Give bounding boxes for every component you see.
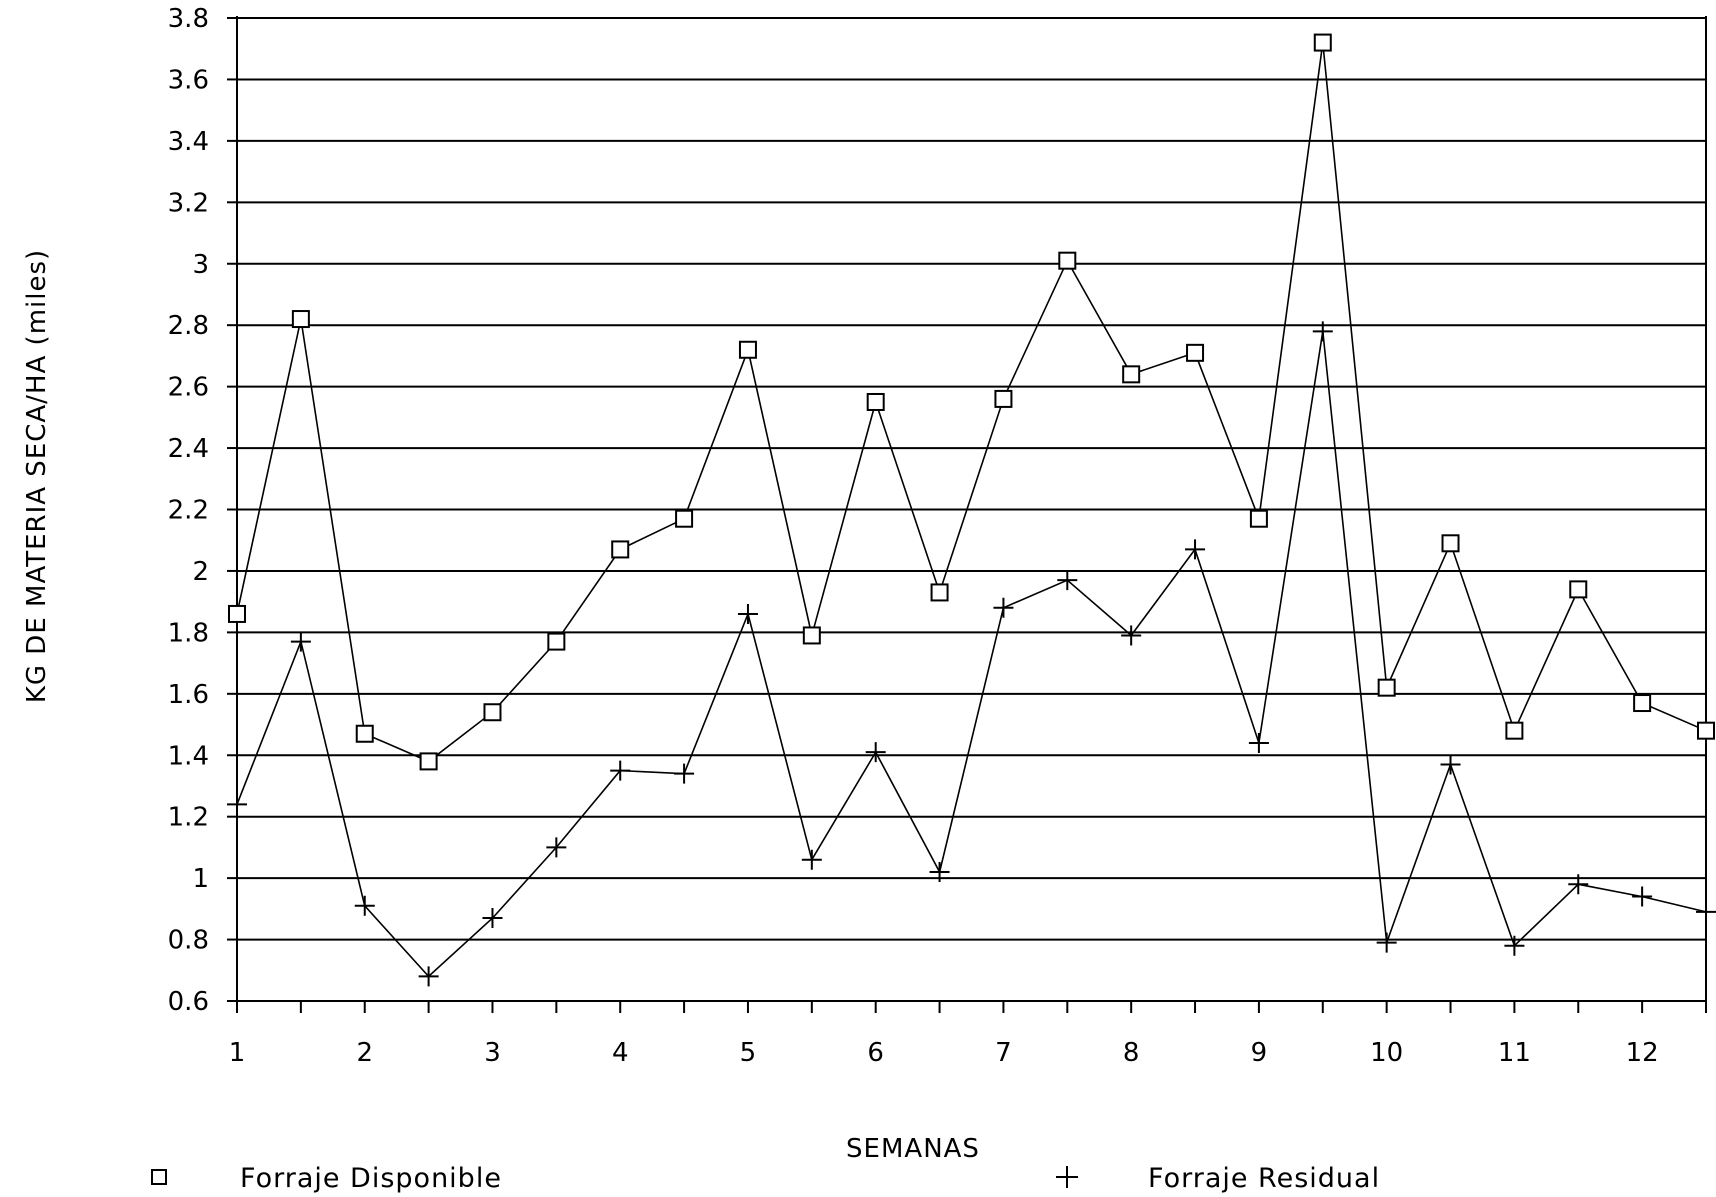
data-point-square xyxy=(1249,509,1268,528)
data-point-plus xyxy=(354,895,375,916)
data-point-plus xyxy=(546,837,567,858)
data-point-plus xyxy=(1568,874,1589,895)
data-point-plus xyxy=(1312,321,1333,342)
y-tick-label: 2.2 xyxy=(168,496,209,526)
x-axis-title: SEMANAS xyxy=(846,1134,980,1164)
legend-label-disponible: Forraje Disponible xyxy=(240,1163,502,1194)
y-tick-label: 1.4 xyxy=(168,741,209,771)
y-tick-label: 2.8 xyxy=(168,311,209,341)
y-tick-label: 1.2 xyxy=(168,803,209,833)
data-point-square xyxy=(1377,678,1396,697)
x-tick-label: 8 xyxy=(1123,1038,1140,1068)
data-point-square xyxy=(675,509,694,528)
series-forraje-disponible xyxy=(228,33,1715,771)
data-point-square xyxy=(611,540,630,559)
tick-labels: 0.6 0.8 1 1.2 1.4 1.6 1.8 2 2.2 2.4 2.6 2.8 3 3.2 3.4 3… xyxy=(168,4,1659,1068)
data-point-square xyxy=(483,703,502,722)
data-point-plus xyxy=(418,966,439,987)
data-point-square xyxy=(1697,721,1715,740)
legend: Forraje Disponible Forraje Residual xyxy=(151,1163,1380,1194)
gridlines xyxy=(237,17,1706,941)
data-point-square xyxy=(1313,33,1332,52)
y-tick-label: 0.6 xyxy=(168,987,209,1017)
data-point-plus xyxy=(1248,732,1269,753)
data-point-plus xyxy=(290,631,311,652)
data-point-square xyxy=(738,340,757,359)
data-point-plus xyxy=(1121,625,1142,646)
x-tick-label: 3 xyxy=(484,1038,501,1068)
data-point-square xyxy=(291,310,310,329)
data-point-square xyxy=(1122,365,1141,384)
y-tick-label: 0.8 xyxy=(168,926,209,956)
data-point-plus xyxy=(993,597,1014,618)
y-axis-title: KG DE MATERIA SECA/HA (miles) xyxy=(22,249,52,703)
data-point-square xyxy=(1441,534,1460,553)
data-point-square xyxy=(1186,343,1205,362)
y-tick-label: 1.8 xyxy=(168,618,209,648)
series-line xyxy=(236,42,1707,763)
x-tick-label: 5 xyxy=(740,1038,757,1068)
legend-square-marker xyxy=(151,1169,167,1185)
legend-item-residual: Forraje Residual xyxy=(1056,1163,1380,1194)
data-point-square xyxy=(1633,694,1652,713)
series-line xyxy=(236,331,1707,978)
data-point-square xyxy=(419,752,438,771)
data-point-square xyxy=(802,626,821,645)
data-point-plus xyxy=(482,908,503,929)
data-point-square xyxy=(866,392,885,411)
y-tick-label: 3.2 xyxy=(168,188,209,218)
y-tick-label: 2.4 xyxy=(168,434,209,464)
data-point-square xyxy=(547,632,566,651)
x-tick-label: 11 xyxy=(1498,1038,1531,1068)
series-layer xyxy=(227,33,1716,987)
legend-plus-marker xyxy=(1056,1166,1078,1188)
y-tick-label: 3.4 xyxy=(168,127,209,157)
data-point-plus xyxy=(1696,901,1716,922)
data-point-plus xyxy=(1376,932,1397,953)
data-point-plus xyxy=(1632,886,1653,907)
x-tick-label: 4 xyxy=(612,1038,629,1068)
y-tick-label: 3.6 xyxy=(168,65,209,95)
data-point-plus xyxy=(929,861,950,882)
x-tick-label: 6 xyxy=(867,1038,884,1068)
x-tick-label: 7 xyxy=(995,1038,1012,1068)
x-tick-label: 9 xyxy=(1251,1038,1268,1068)
data-point-plus xyxy=(1057,570,1078,591)
data-point-plus xyxy=(610,760,631,781)
data-point-square xyxy=(228,604,246,623)
y-tick-label: 3 xyxy=(192,250,209,280)
data-point-plus xyxy=(865,742,886,763)
data-point-square xyxy=(355,724,374,743)
data-point-plus xyxy=(227,794,247,815)
y-tick-label: 1.6 xyxy=(168,680,209,710)
y-tick-label: 2 xyxy=(192,557,209,587)
series-forraje-residual xyxy=(227,321,1716,987)
data-point-plus xyxy=(1440,754,1461,775)
y-tick-label: 3.8 xyxy=(168,4,209,34)
legend-label-residual: Forraje Residual xyxy=(1148,1163,1380,1194)
data-point-square xyxy=(1505,721,1524,740)
axes xyxy=(227,16,1707,1013)
data-point-square xyxy=(930,583,949,602)
data-point-plus xyxy=(1504,935,1525,956)
y-tick-label: 1 xyxy=(192,864,209,894)
data-point-plus xyxy=(1185,539,1206,560)
x-tick-label: 12 xyxy=(1626,1038,1659,1068)
x-tick-label: 10 xyxy=(1370,1038,1403,1068)
x-tick-label: 1 xyxy=(229,1038,246,1068)
data-point-square xyxy=(1058,251,1077,270)
data-point-square xyxy=(1569,580,1588,599)
x-tick-label: 2 xyxy=(356,1038,373,1068)
data-point-square xyxy=(994,389,1013,408)
data-point-plus xyxy=(801,849,822,870)
data-point-plus xyxy=(737,603,758,624)
legend-item-disponible: Forraje Disponible xyxy=(151,1163,502,1194)
data-point-plus xyxy=(674,763,695,784)
y-tick-label: 2.6 xyxy=(168,373,209,403)
